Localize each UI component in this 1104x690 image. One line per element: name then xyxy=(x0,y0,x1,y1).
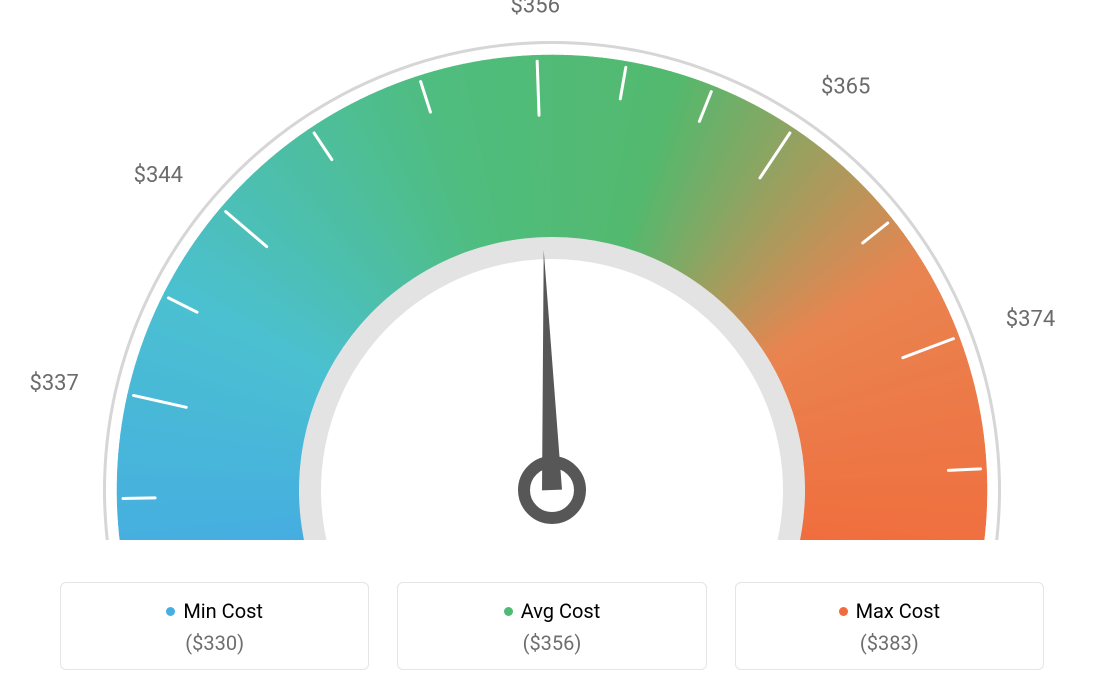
dot-max xyxy=(839,607,848,616)
legend-title-min-text: Min Cost xyxy=(183,599,263,623)
legend-title-max: Max Cost xyxy=(839,599,941,623)
legend-value-min: ($330) xyxy=(71,631,358,655)
legend-card-avg: Avg Cost ($356) xyxy=(397,582,706,670)
legend-title-avg: Avg Cost xyxy=(504,599,601,623)
gauge-chart: $330$337$344$356$365$374$383 xyxy=(0,0,1104,540)
gauge-svg: $330$337$344$356$365$374$383 xyxy=(0,0,1104,540)
svg-text:$356: $356 xyxy=(510,0,559,18)
legend-title-max-text: Max Cost xyxy=(856,599,941,623)
svg-text:$365: $365 xyxy=(821,74,870,99)
svg-text:$374: $374 xyxy=(1006,307,1055,332)
svg-text:$344: $344 xyxy=(134,163,183,188)
legend-card-max: Max Cost ($383) xyxy=(735,582,1044,670)
legend-value-max: ($383) xyxy=(746,631,1033,655)
legend-title-min: Min Cost xyxy=(166,599,263,623)
dot-min xyxy=(166,607,175,616)
legend-value-avg: ($356) xyxy=(408,631,695,655)
svg-text:$337: $337 xyxy=(29,371,78,396)
legend-title-avg-text: Avg Cost xyxy=(521,599,601,623)
legend-row: Min Cost ($330) Avg Cost ($356) Max Cost… xyxy=(0,582,1104,670)
legend-card-min: Min Cost ($330) xyxy=(60,582,369,670)
dot-avg xyxy=(504,607,513,616)
